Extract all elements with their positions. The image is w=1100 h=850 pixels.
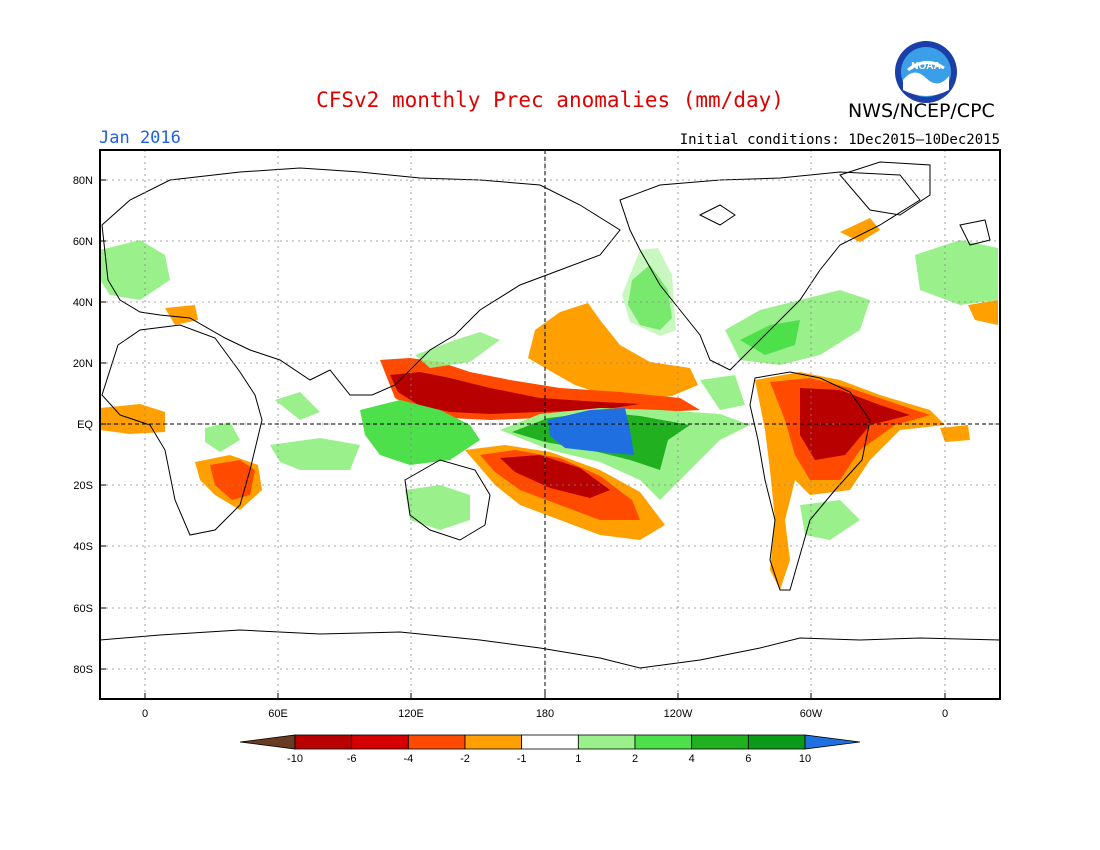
colorbar-segment <box>351 734 409 750</box>
anomaly-maritime-continent-wet <box>360 400 480 465</box>
colorbar-label: 1 <box>575 753 581 765</box>
colorbar-segment <box>577 734 636 750</box>
colorbar-label: 6 <box>745 753 751 765</box>
coastline-africa <box>101 324 263 536</box>
agency-label: NWS/NCEP/CPC <box>848 100 995 122</box>
noaa-logo: NOAA <box>895 41 957 103</box>
coastline-antarctica <box>100 629 1000 669</box>
colorbar-segment <box>407 734 466 750</box>
lat-label: 40N <box>73 297 93 309</box>
lon-label: 0 <box>142 708 148 720</box>
colorbar-label: 2 <box>632 753 638 765</box>
lon-label: 0 <box>942 708 948 720</box>
lat-label: 60S <box>73 603 93 615</box>
colorbar: -10 -6 -4 -2 -1 1 2 4 6 10 <box>239 734 861 765</box>
coastline-australia <box>404 459 491 541</box>
colorbar-segment <box>691 734 749 750</box>
coastline-south-america <box>749 371 871 591</box>
anomaly-north-pacific-dry <box>528 303 698 400</box>
coastline-eurasia <box>101 167 621 396</box>
colorbar-segment <box>747 734 806 750</box>
colorbar-segment <box>464 734 523 750</box>
colorbar-label: -10 <box>287 753 303 765</box>
lat-label: 40S <box>73 541 93 553</box>
colorbar-segment <box>294 734 353 750</box>
colorbar-label: -6 <box>347 753 357 765</box>
coastline-north-america <box>619 171 921 371</box>
map-title: CFSv2 monthly Prec anomalies (mm/day) <box>316 88 784 112</box>
lat-label: 60N <box>73 236 93 248</box>
colorbar-segment <box>634 734 693 750</box>
colorbar-label: -2 <box>460 753 470 765</box>
lon-label: 180 <box>536 708 554 720</box>
lat-label: 80N <box>73 175 93 187</box>
lat-label: 80S <box>73 664 93 676</box>
lat-label: EQ <box>77 419 93 431</box>
colorbar-segment <box>804 734 861 750</box>
latitude-labels: 80N 60N 40N 20N EQ 20S 40S 60S 80S <box>73 175 106 676</box>
colorbar-label: -4 <box>403 753 413 765</box>
lon-label: 120W <box>664 708 693 720</box>
colorbar-label: 10 <box>799 753 811 765</box>
noaa-logo-text: NOAA <box>911 61 940 72</box>
colorbar-label: -1 <box>517 753 527 765</box>
coastlines <box>100 161 1000 669</box>
lon-label: 60W <box>800 708 823 720</box>
lat-label: 20N <box>73 358 93 370</box>
anomaly-central-pacific-maximum <box>548 408 634 455</box>
colorbar-segment <box>521 734 579 750</box>
anomaly-fields <box>100 218 998 590</box>
colorbar-segment <box>239 734 296 750</box>
initial-conditions: Initial conditions: 1Dec2015–10Dec2015 <box>679 132 1000 148</box>
lon-label: 60E <box>268 708 288 720</box>
longitude-labels: 0 60E 120E 180 120W 60W 0 <box>142 693 948 720</box>
forecast-month: Jan 2016 <box>99 128 181 148</box>
lon-label: 120E <box>398 708 424 720</box>
lat-label: 20S <box>73 480 93 492</box>
colorbar-label: 4 <box>689 753 695 765</box>
